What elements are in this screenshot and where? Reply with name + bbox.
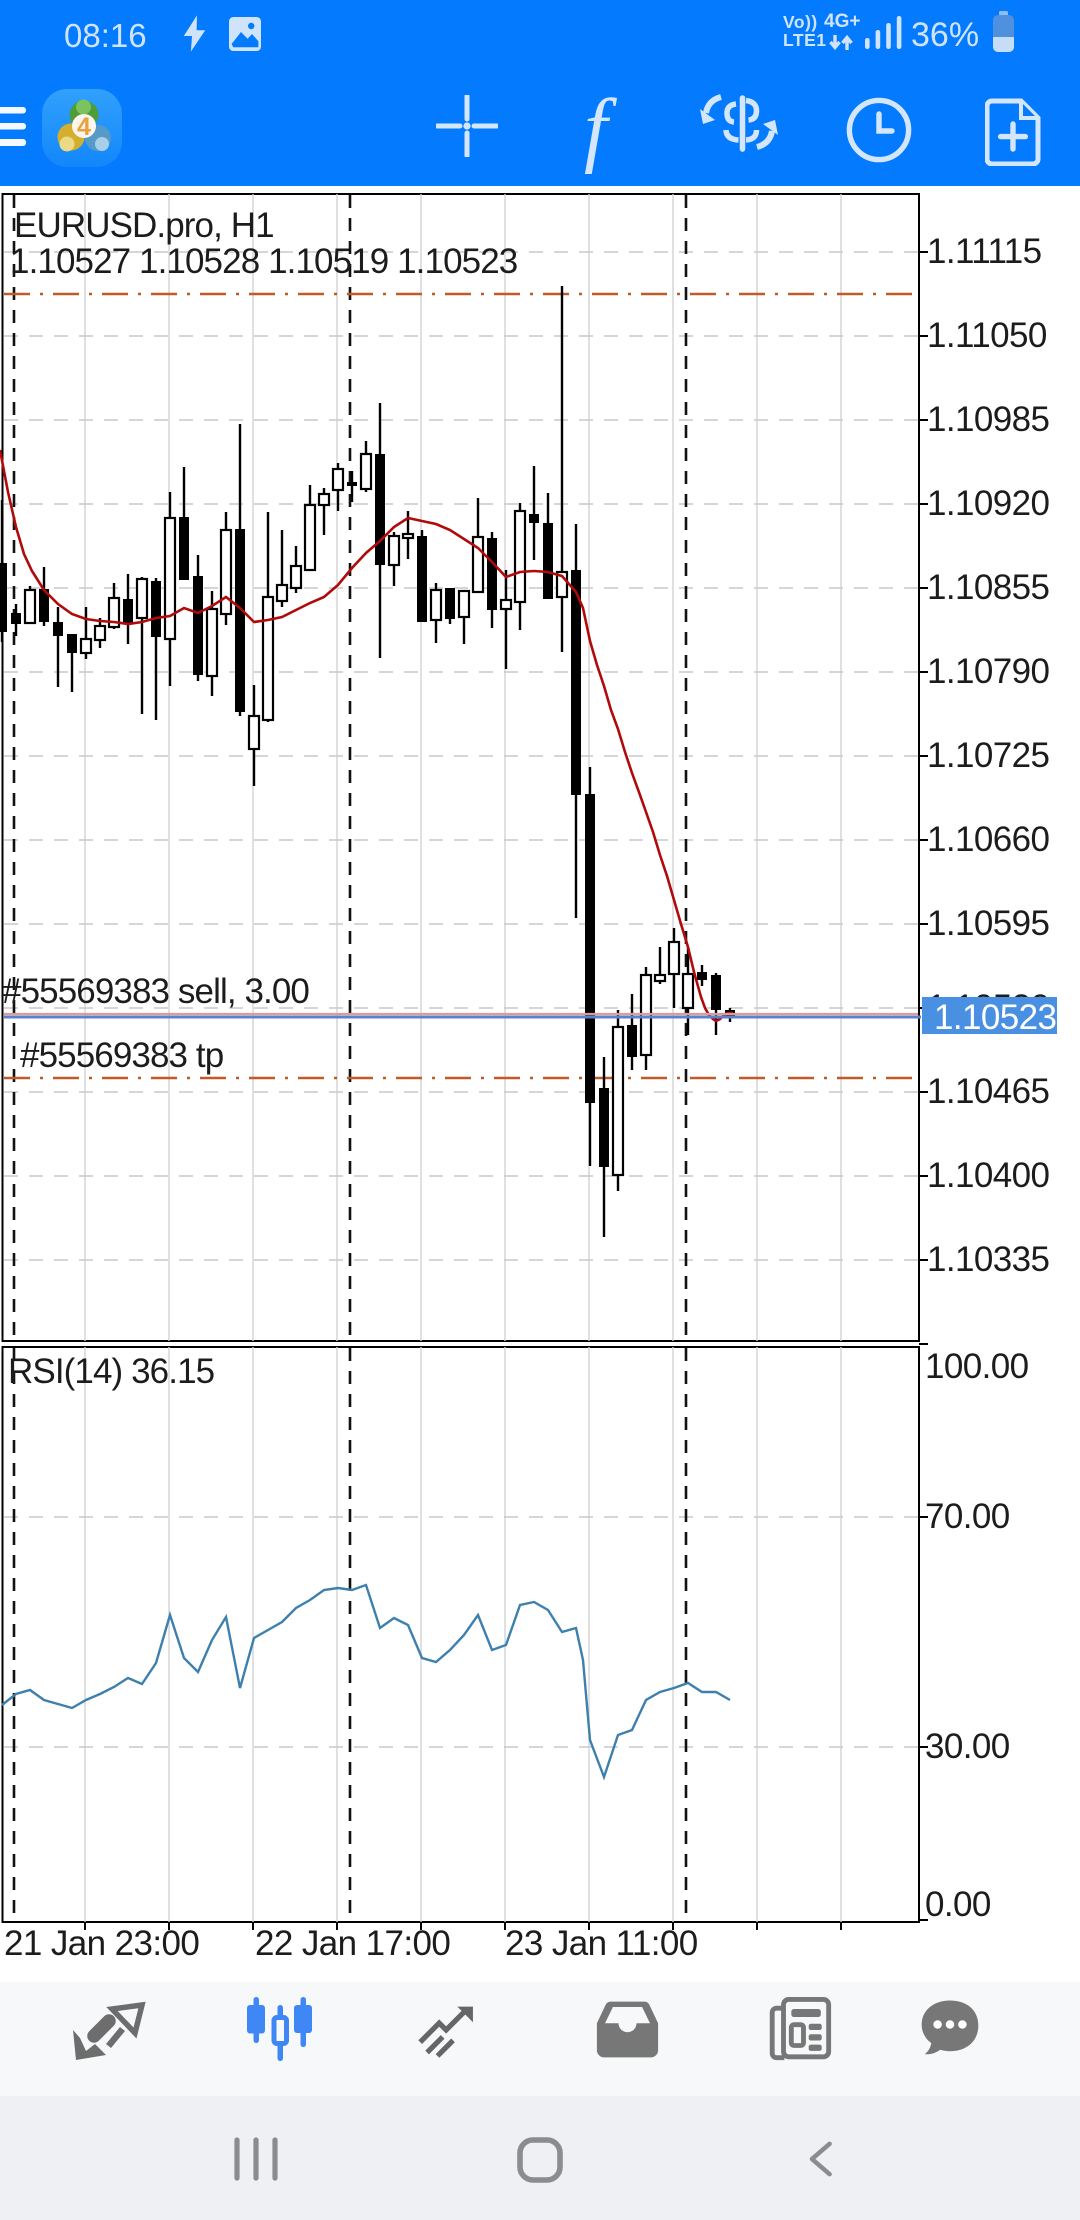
svg-text:4: 4 [77, 113, 91, 141]
